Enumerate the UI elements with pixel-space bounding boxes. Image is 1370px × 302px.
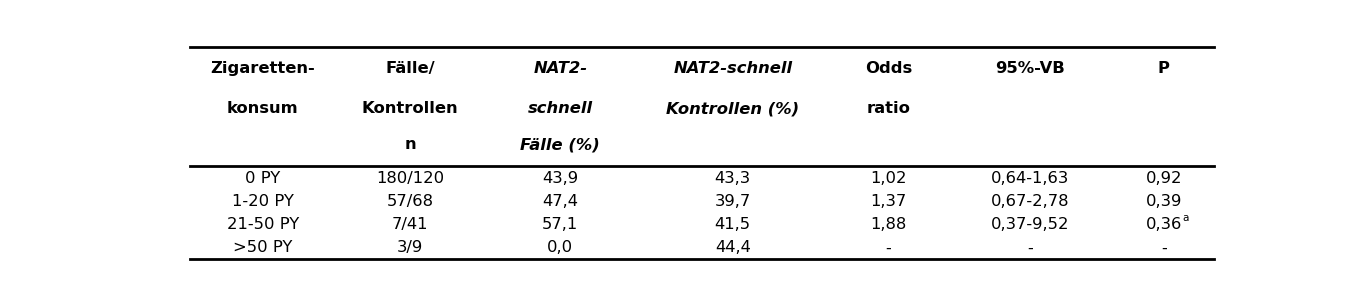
Text: 3/9: 3/9 (397, 240, 423, 255)
Text: schnell: schnell (527, 101, 593, 117)
Text: 43,9: 43,9 (543, 171, 578, 186)
Text: -: - (1028, 240, 1033, 255)
Text: Odds: Odds (864, 61, 912, 76)
Text: Fälle/: Fälle/ (385, 61, 434, 76)
Text: 41,5: 41,5 (715, 217, 751, 232)
Text: 57/68: 57/68 (386, 194, 433, 209)
Text: konsum: konsum (227, 101, 299, 117)
Text: 0,67-2,78: 0,67-2,78 (991, 194, 1070, 209)
Text: Kontrollen (%): Kontrollen (%) (666, 101, 799, 117)
Text: Kontrollen: Kontrollen (362, 101, 459, 117)
Text: 0,39: 0,39 (1145, 194, 1182, 209)
Text: 0,37-9,52: 0,37-9,52 (991, 217, 1070, 232)
Text: -: - (1160, 240, 1167, 255)
Text: ratio: ratio (867, 101, 911, 117)
Text: 7/41: 7/41 (392, 217, 429, 232)
Text: 0,92: 0,92 (1145, 171, 1182, 186)
Text: 1,02: 1,02 (870, 171, 907, 186)
Text: >50 PY: >50 PY (233, 240, 292, 255)
Text: 0,0: 0,0 (547, 240, 573, 255)
Text: NAT2-schnell: NAT2-schnell (673, 61, 792, 76)
Text: 1,88: 1,88 (870, 217, 907, 232)
Text: 95%-VB: 95%-VB (996, 61, 1066, 76)
Text: 43,3: 43,3 (715, 171, 751, 186)
Text: 0 PY: 0 PY (245, 171, 281, 186)
Text: 47,4: 47,4 (543, 194, 578, 209)
Text: P: P (1158, 61, 1170, 76)
Text: 1-20 PY: 1-20 PY (232, 194, 293, 209)
Text: 39,7: 39,7 (715, 194, 751, 209)
Text: 57,1: 57,1 (543, 217, 578, 232)
Text: 0,64-1,63: 0,64-1,63 (992, 171, 1070, 186)
Text: 180/120: 180/120 (375, 171, 444, 186)
Text: Zigaretten-: Zigaretten- (211, 61, 315, 76)
Text: Fälle (%): Fälle (%) (521, 137, 600, 153)
Text: 1,37: 1,37 (870, 194, 907, 209)
Text: a: a (1182, 213, 1189, 223)
Text: 21-50 PY: 21-50 PY (226, 217, 299, 232)
Text: 44,4: 44,4 (715, 240, 751, 255)
Text: NAT2-: NAT2- (533, 61, 588, 76)
Text: 0,36: 0,36 (1145, 217, 1182, 232)
Text: n: n (404, 137, 416, 153)
Text: -: - (885, 240, 892, 255)
